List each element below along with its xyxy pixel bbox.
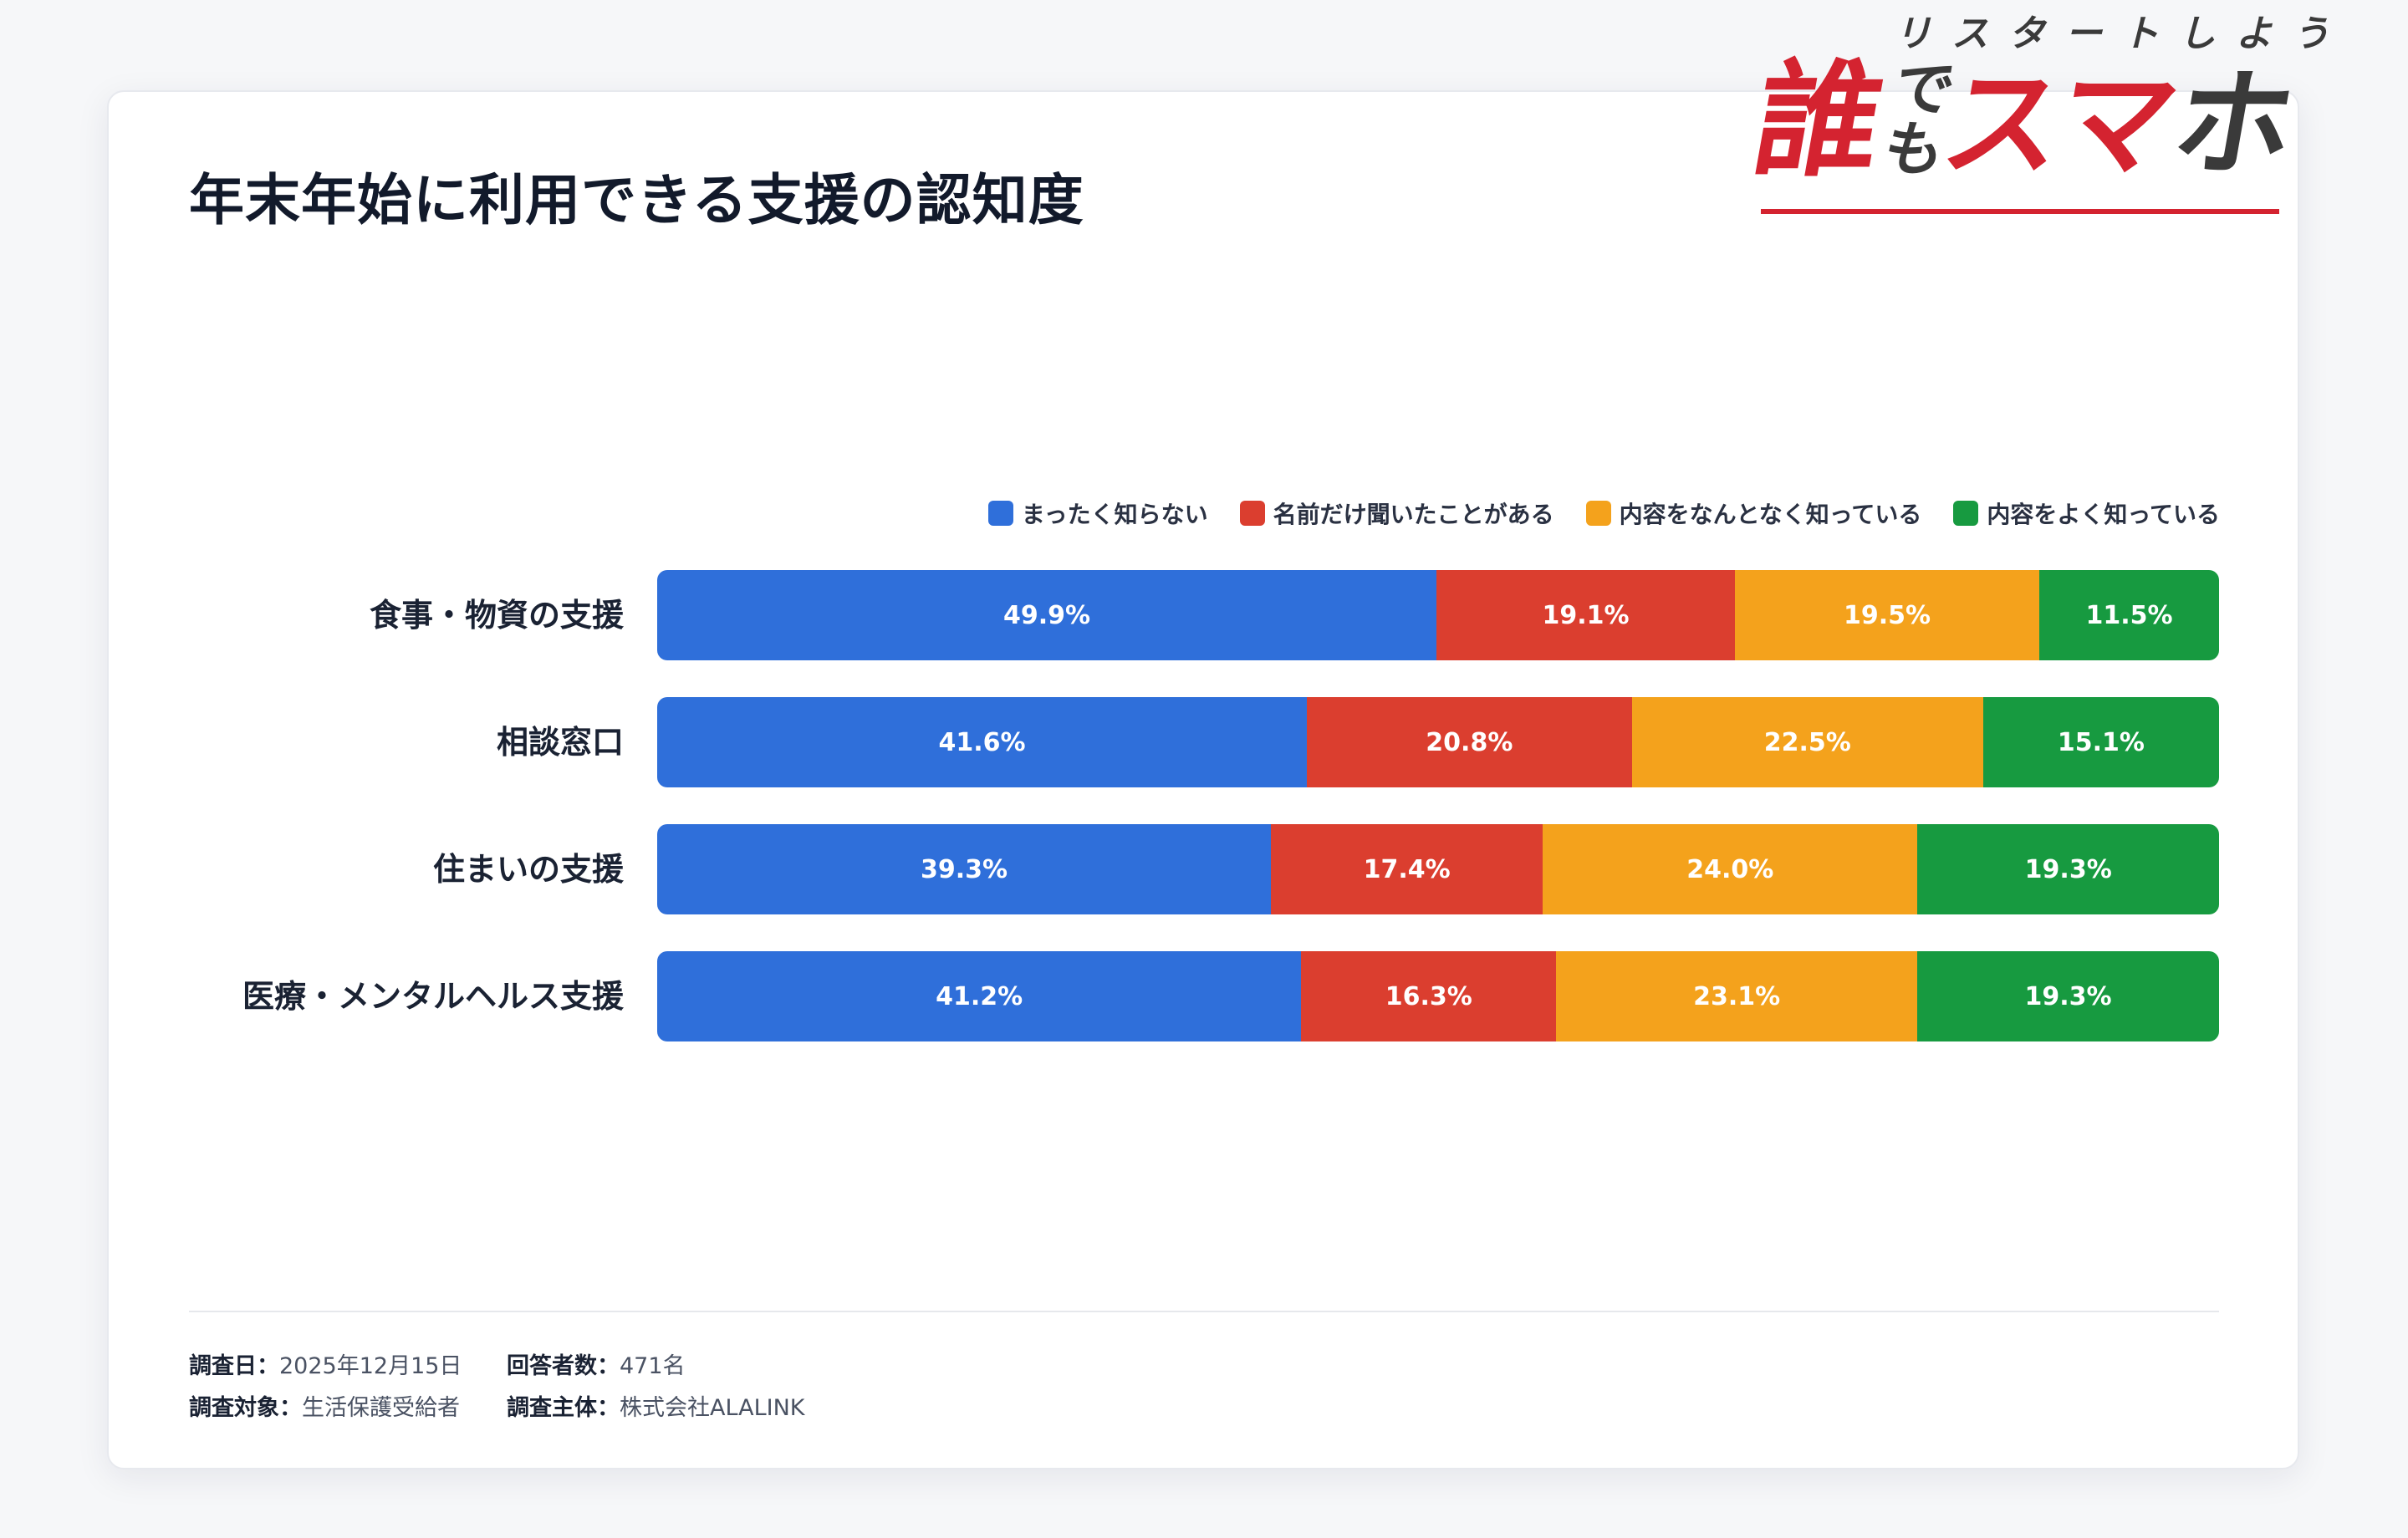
bar-segment: 16.3%: [1301, 951, 1557, 1041]
survey-target: 調査対象：生活保護受給者: [189, 1394, 460, 1421]
stacked-bar: 41.2% 16.3% 23.1% 19.3%: [657, 951, 2219, 1041]
data-label: 16.3%: [1385, 981, 1472, 1011]
data-label: 19.1%: [1542, 600, 1630, 630]
bar-row: 食事・物資の支援 49.9% 19.1% 19.5% 11.5%: [0, 570, 2408, 660]
survey-sponsor: 調査主体：株式会社ALALINK: [507, 1394, 805, 1421]
chart-title: 年末年始に利用できる支援の認知度: [189, 168, 1084, 232]
legend-swatch: [1953, 501, 1979, 526]
bar-segment: 11.5%: [2039, 570, 2219, 660]
legend-swatch: [1585, 501, 1611, 526]
bar-segment: 19.1%: [1436, 570, 1735, 660]
bar-segment: 19.5%: [1734, 570, 2040, 660]
bar-segment: 39.3%: [657, 824, 1272, 914]
bar-segment: 22.5%: [1631, 697, 1983, 787]
data-label: 23.1%: [1693, 981, 1781, 1011]
legend-item: 内容をなんとなく知っている: [1585, 497, 1922, 530]
legend-item: 内容をよく知っている: [1953, 497, 2220, 530]
logo-suma: スマ: [1932, 57, 2188, 193]
data-label: 17.4%: [1363, 854, 1451, 884]
bar-segment: 23.1%: [1556, 951, 1918, 1041]
stacked-bar: 49.9% 19.1% 19.5% 11.5%: [657, 570, 2219, 660]
legend-label: 名前だけ聞いたことがある: [1273, 501, 1554, 528]
bar-segment: 20.8%: [1307, 697, 1632, 787]
data-label: 15.1%: [2057, 727, 2145, 757]
category-label: 相談窓口: [496, 724, 624, 761]
chart-legend: まったく知らない 名前だけ聞いたことがある 内容をなんとなく知っている 内容をよく知っ…: [987, 497, 2220, 530]
data-label: 11.5%: [2085, 600, 2173, 630]
logo-ho: ホ: [2163, 57, 2305, 193]
legend-label: 内容をよく知っている: [1987, 501, 2220, 528]
bar-segment: 19.3%: [1917, 824, 2219, 914]
bar-segment: 49.9%: [657, 570, 1437, 660]
legend-swatch: [1239, 501, 1265, 526]
legend-swatch: [987, 501, 1013, 526]
data-label: 41.6%: [938, 727, 1026, 757]
legend-item: 名前だけ聞いたことがある: [1239, 497, 1554, 530]
bar-segment: 17.4%: [1271, 824, 1543, 914]
bar-segment: 41.2%: [657, 951, 1302, 1041]
data-label: 22.5%: [1763, 727, 1851, 757]
data-label: 24.0%: [1686, 854, 1774, 884]
survey-respondents: 回答者数：471名: [507, 1352, 686, 1379]
data-label: 41.2%: [936, 981, 1023, 1011]
bar-row: 住まいの支援 39.3% 17.4% 24.0% 19.3%: [0, 824, 2408, 914]
category-label: 医療・メンタルヘルス支援: [242, 978, 624, 1015]
legend-label: 内容をなんとなく知っている: [1619, 501, 1922, 528]
data-label: 39.3%: [921, 854, 1008, 884]
bar-segment: 15.1%: [1982, 697, 2219, 787]
brand-logo: リスタートしよう 誰でもスマホ: [1743, 3, 2358, 221]
data-label: 19.3%: [2024, 981, 2112, 1011]
legend-item: まったく知らない: [987, 497, 1208, 530]
survey-meta: 調査日：2025年12月15日 回答者数：471名 調査対象：生活保護受給者 調…: [189, 1342, 805, 1426]
bar-segment: 19.3%: [1917, 951, 2219, 1041]
data-label: 49.9%: [1003, 600, 1091, 630]
stacked-bar: 39.3% 17.4% 24.0% 19.3%: [657, 824, 2219, 914]
bar-row: 相談窓口 41.6% 20.8% 22.5% 15.1%: [0, 697, 2408, 787]
bar-segment: 24.0%: [1543, 824, 1918, 914]
bar-row: 医療・メンタルヘルス支援 41.2% 16.3% 23.1% 19.3%: [0, 951, 2408, 1041]
logo-wordmark: 誰でもスマホ: [1743, 48, 2370, 194]
legend-label: まったく知らない: [1021, 501, 1208, 528]
stacked-bar: 41.6% 20.8% 22.5% 15.1%: [657, 697, 2219, 787]
category-label: 食事・物資の支援: [369, 597, 624, 634]
category-label: 住まいの支援: [432, 851, 624, 888]
data-label: 20.8%: [1426, 727, 1513, 757]
data-label: 19.3%: [2024, 854, 2112, 884]
logo-underline: [1761, 209, 2279, 214]
bar-segment: 41.6%: [657, 697, 1308, 787]
data-label: 19.5%: [1843, 600, 1931, 630]
logo-tagline: リスタートしよう: [1895, 13, 2349, 55]
survey-date: 調査日：2025年12月15日: [189, 1352, 462, 1379]
footer-divider: [189, 1311, 2219, 1312]
